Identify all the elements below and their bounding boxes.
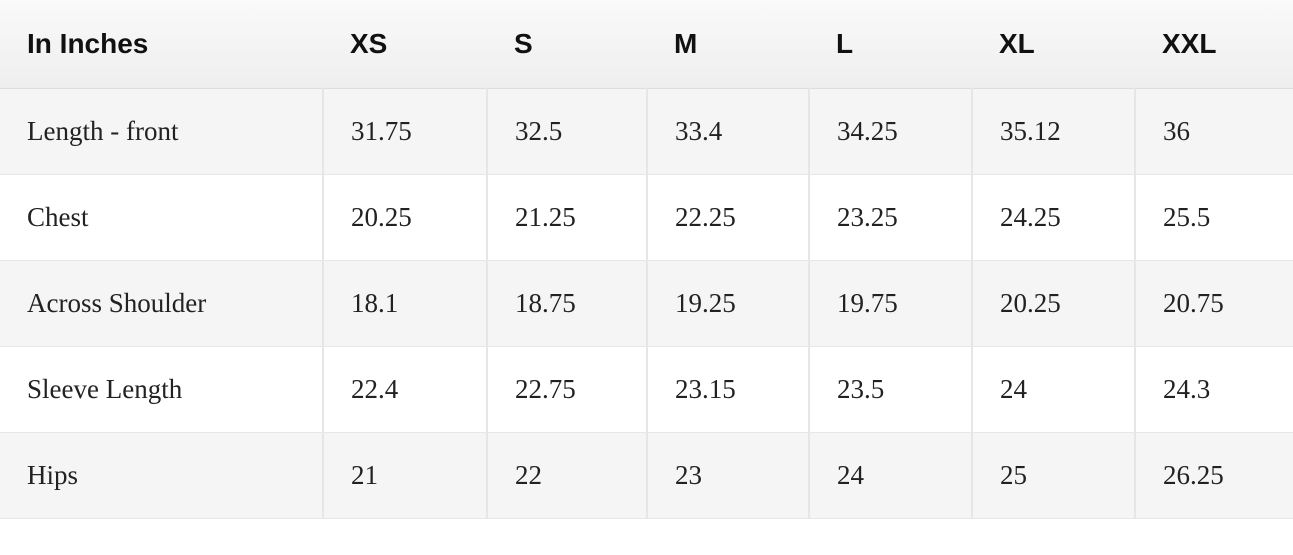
table-header: In Inches XS S M L XL XXL — [0, 0, 1293, 89]
measurement-value: 22.4 — [322, 346, 487, 433]
measurement-value: 25.5 — [1134, 174, 1293, 261]
measurement-value: 18.1 — [322, 260, 487, 347]
measurement-value: 24 — [808, 432, 972, 519]
header-row: In Inches XS S M L XL XXL — [0, 0, 1293, 89]
table-row: Length - front 31.75 32.5 33.4 34.25 35.12 36 — [0, 88, 1293, 175]
measurement-value: 36 — [1134, 88, 1293, 175]
measurement-value: 23.25 — [808, 174, 972, 261]
size-header: XS — [323, 0, 487, 89]
measurement-name: Length - front — [0, 88, 323, 175]
measurement-value: 20.25 — [971, 260, 1135, 347]
measurement-value: 21.25 — [486, 174, 647, 261]
size-table: In Inches XS S M L XL XXL Length - front 31.75 3… — [0, 0, 1293, 519]
measurement-value: 22.75 — [486, 346, 647, 433]
size-header: XXL — [1135, 0, 1293, 89]
table-body: Length - front 31.75 32.5 33.4 34.25 35.12 36 C… — [0, 88, 1293, 519]
table-row: Sleeve Length 22.4 22.75 23.15 23.5 24 24.3 — [0, 346, 1293, 433]
measurement-value: 22 — [486, 432, 647, 519]
measurement-value: 35.12 — [971, 88, 1135, 175]
table-row: Chest 20.25 21.25 22.25 23.25 24.25 25.5 — [0, 174, 1293, 261]
measurement-value: 19.25 — [646, 260, 809, 347]
size-header: M — [647, 0, 809, 89]
measurement-value: 21 — [322, 432, 487, 519]
measurement-value: 24.25 — [971, 174, 1135, 261]
measurement-value: 19.75 — [808, 260, 972, 347]
measurement-value: 24.3 — [1134, 346, 1293, 433]
measurement-value: 26.25 — [1134, 432, 1293, 519]
size-header: S — [487, 0, 647, 89]
table-row: Across Shoulder 18.1 18.75 19.25 19.75 20.25 2… — [0, 260, 1293, 347]
table-row: Hips 21 22 23 24 25 26.25 — [0, 432, 1293, 519]
measurement-name: Sleeve Length — [0, 346, 323, 433]
measurement-name: Hips — [0, 432, 323, 519]
measurement-value: 23 — [646, 432, 809, 519]
measurement-value: 22.25 — [646, 174, 809, 261]
measurement-name: Chest — [0, 174, 323, 261]
measurement-value: 23.15 — [646, 346, 809, 433]
measurement-value: 25 — [971, 432, 1135, 519]
measurement-value: 18.75 — [486, 260, 647, 347]
measurement-value: 20.25 — [322, 174, 487, 261]
measurement-name: Across Shoulder — [0, 260, 323, 347]
measurement-value: 20.75 — [1134, 260, 1293, 347]
measurement-value: 31.75 — [322, 88, 487, 175]
size-header: XL — [972, 0, 1135, 89]
size-header: L — [809, 0, 972, 89]
measurement-value: 33.4 — [646, 88, 809, 175]
header-label: In Inches — [0, 0, 323, 89]
measurement-value: 23.5 — [808, 346, 972, 433]
measurement-value: 34.25 — [808, 88, 972, 175]
measurement-value: 32.5 — [486, 88, 647, 175]
measurement-value: 24 — [971, 346, 1135, 433]
